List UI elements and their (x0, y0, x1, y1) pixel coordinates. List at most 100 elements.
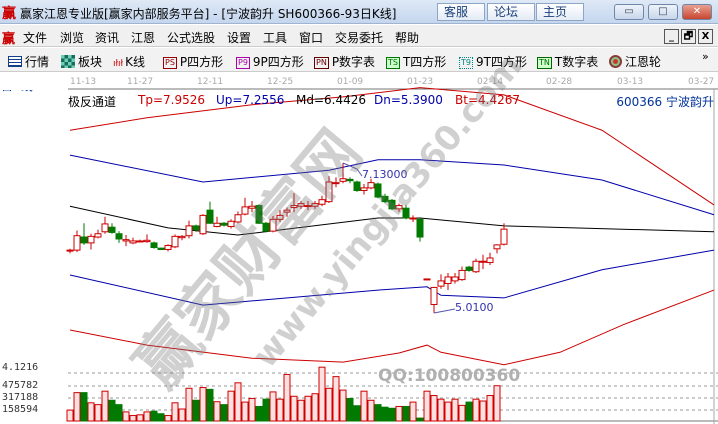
menu-file[interactable]: 文件 (23, 31, 48, 45)
volume-bar (493, 385, 501, 422)
volume-bar (241, 401, 249, 422)
toolbar-quotes[interactable]: 行情 (8, 53, 49, 70)
volume-bar (157, 413, 165, 422)
candle (248, 200, 256, 213)
mdi-close-button[interactable]: X (698, 29, 713, 44)
candle (423, 278, 431, 281)
candle-body (381, 195, 389, 203)
customer-service-button[interactable]: 客服 (437, 3, 485, 21)
toolbar-p-square[interactable]: PS P四方形 (163, 55, 224, 69)
menu-help[interactable]: 帮助 (395, 31, 420, 45)
candle (199, 214, 207, 236)
volume-bar (388, 407, 396, 422)
candle-body (129, 240, 137, 244)
forum-button[interactable]: 论坛 (487, 3, 535, 21)
volume-bar (255, 405, 263, 422)
candle-body (395, 205, 403, 210)
menu-window[interactable]: 窗口 (299, 31, 324, 45)
menu-tools[interactable]: 工具 (263, 31, 288, 45)
band-outer-upper (69, 87, 715, 206)
candle (339, 163, 347, 184)
candle (206, 201, 214, 224)
volume-bar (94, 404, 102, 422)
candle (451, 273, 459, 284)
volume-axis-label: 475782 (2, 380, 39, 391)
candle (437, 274, 445, 289)
volume-bar (430, 395, 438, 422)
candle-body (87, 235, 95, 244)
candle (129, 237, 137, 245)
volume-bar (164, 415, 172, 422)
gann-wheel-icon (609, 55, 622, 68)
candle (87, 233, 95, 250)
t9-icon: T9 (459, 57, 473, 69)
mdi-minimize-button[interactable]: _ (664, 29, 679, 44)
toolbar-gann-wheel[interactable]: 江恩轮 (609, 53, 661, 70)
volume-bar (199, 387, 207, 422)
candle-body (178, 235, 186, 239)
candle-body (360, 187, 368, 192)
candle-body (479, 260, 487, 263)
candle (409, 215, 417, 222)
candle-body (451, 276, 459, 282)
candle-body (157, 247, 165, 250)
maximize-button[interactable]: □ (648, 4, 678, 20)
date-label: 12-11 (197, 77, 224, 87)
menu-news[interactable]: 资讯 (95, 31, 120, 45)
candle (472, 258, 480, 274)
toolbar-more-button[interactable]: » (702, 50, 709, 63)
candle-body (493, 244, 501, 250)
candle-body (318, 199, 326, 205)
md-value: Md=6.4426 (296, 93, 367, 107)
candle-body (115, 233, 123, 240)
volume-bar (374, 404, 382, 422)
menu-settings[interactable]: 设置 (227, 31, 252, 45)
p9-icon: P9 (236, 57, 250, 69)
volume-bar (122, 411, 130, 422)
toolbar-kline[interactable]: ıłıł K线 (113, 55, 145, 69)
menu-trade[interactable]: 交易委托 (335, 31, 384, 45)
toolbar-t-table[interactable]: TN T数字表 (537, 55, 599, 69)
candle-body (248, 205, 256, 209)
volume-bar (115, 404, 123, 422)
toolbar-sectors[interactable]: 板块 (61, 53, 102, 70)
toolbar-9p-square[interactable]: P9 9P四方形 (236, 55, 304, 69)
candle (493, 244, 501, 254)
ps-icon: PS (163, 57, 177, 69)
candle-body (374, 183, 382, 198)
volume-bar (395, 405, 403, 422)
candle (80, 223, 88, 245)
volume-bar (185, 387, 193, 422)
menu-bar: 赢 文件 浏览 资讯 江恩 公式选股 设置 工具 窗口 交易委托 帮助 _ 🗗 … (0, 25, 718, 47)
volume-bar (465, 401, 473, 422)
volume-axis-label: 158594 (2, 404, 39, 415)
mdi-restore-button[interactable]: 🗗 (681, 29, 696, 44)
menu-gann[interactable]: 江恩 (131, 31, 156, 45)
volume-bar (80, 392, 88, 422)
candle-body (262, 222, 270, 232)
candle (500, 223, 508, 246)
toolbar-9t-square[interactable]: T9 9T四方形 (459, 55, 527, 69)
candle (290, 193, 298, 213)
toolbar-p-table[interactable]: PN P数字表 (314, 55, 376, 69)
up-value: Up=7.2556 (216, 93, 285, 107)
homepage-button[interactable]: 主页 (536, 3, 584, 21)
minimize-button[interactable]: ▭ (614, 4, 644, 20)
menu-browse[interactable]: 浏览 (60, 31, 85, 45)
toolbar-t-square[interactable]: TS T四方形 (386, 55, 447, 69)
candle-body (465, 266, 473, 271)
menu-formula[interactable]: 公式选股 (167, 31, 216, 45)
candle-body (171, 235, 179, 248)
dn-value: Dn=5.3900 (374, 93, 443, 107)
volume-bar (220, 404, 228, 422)
close-button[interactable]: ✕ (682, 4, 712, 20)
candle (486, 252, 494, 266)
candle (101, 216, 109, 234)
volume-bar (136, 414, 144, 422)
low-price-label: 5.0100 (455, 301, 494, 314)
candle (150, 241, 158, 249)
volume-bar (360, 390, 368, 422)
window-title: 赢家江恩专业版[赢家内部服务平台] - [宁波韵升 SH600366-93日K线… (20, 7, 397, 21)
candle (479, 254, 487, 270)
